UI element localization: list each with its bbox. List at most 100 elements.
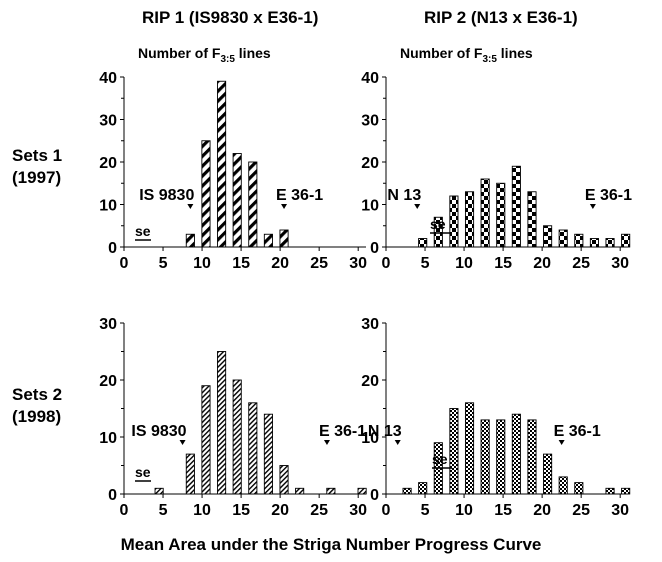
x-tick-label: 0	[120, 255, 129, 272]
parent-marker-triangle	[323, 440, 330, 445]
parent-label: IS 9830	[131, 423, 186, 440]
x-tick-label: 15	[494, 502, 512, 519]
y-tick-label: 10	[361, 198, 379, 215]
x-tick-label: 5	[159, 255, 168, 272]
x-tick-label: 30	[349, 502, 367, 519]
bar	[279, 229, 289, 248]
y-tick-label: 10	[99, 430, 117, 447]
row-title-sets2-line1: Sets 2	[12, 385, 63, 404]
bar	[558, 229, 568, 248]
parent-marker-triangle	[589, 204, 596, 209]
x-tick-label: 5	[421, 502, 430, 519]
se-label: se	[135, 223, 151, 239]
parent-marker-triangle	[281, 204, 288, 209]
y-tick-label: 20	[99, 155, 117, 172]
row-title-sets1-line1: Sets 1	[12, 146, 63, 165]
parent-label: N 13	[368, 423, 402, 440]
column-title-rip2: RIP 2 (N13 x E36-1)	[424, 8, 578, 27]
y-tick-label: 10	[99, 198, 117, 215]
bar	[464, 191, 475, 248]
x-tick-label: 0	[382, 255, 391, 272]
bar	[621, 487, 631, 495]
y-tick-label: 0	[370, 487, 379, 504]
bar	[433, 216, 443, 248]
parent-label: E 36-1	[319, 423, 366, 440]
se-label: se	[430, 216, 446, 232]
bar	[480, 178, 490, 248]
row-title-sets1: Sets 1 (1997)	[12, 145, 62, 189]
bar	[418, 482, 428, 495]
bar	[621, 233, 631, 248]
bar	[527, 419, 537, 495]
bar	[263, 413, 273, 495]
x-tick-label: 30	[611, 502, 629, 519]
y-tick-label: 30	[99, 316, 117, 333]
x-tick-label: 25	[310, 255, 328, 272]
bar	[154, 487, 164, 495]
x-tick-label: 0	[120, 502, 129, 519]
x-tick-label: 20	[533, 255, 551, 272]
bar	[464, 402, 475, 495]
y-tick-label: 30	[361, 113, 379, 130]
bar	[543, 453, 553, 495]
x-tick-label: 10	[193, 255, 211, 272]
bar	[511, 413, 521, 495]
row-title-sets2-line2: (1998)	[12, 407, 62, 426]
bar	[295, 487, 305, 495]
parent-label: IS 9830	[139, 187, 194, 204]
parent-marker-triangle	[187, 204, 194, 209]
bar	[480, 419, 490, 495]
bar	[402, 487, 412, 495]
x-tick-label: 30	[611, 255, 629, 272]
bar	[217, 80, 227, 248]
bar	[232, 379, 242, 495]
bar	[357, 487, 367, 495]
se-label: se	[135, 464, 151, 480]
bar	[232, 153, 242, 248]
x-tick-label: 10	[455, 255, 473, 272]
parent-marker-triangle	[394, 440, 401, 445]
bar	[185, 233, 195, 248]
bar	[496, 419, 506, 495]
y-tick-label: 0	[370, 240, 379, 257]
y-axis-label: Number of F3:5 lines	[400, 45, 533, 65]
y-tick-label: 30	[99, 113, 117, 130]
parent-marker-triangle	[414, 204, 421, 209]
x-tick-label: 10	[455, 502, 473, 519]
column-title-rip1: RIP 1 (IS9830 x E36-1)	[142, 8, 319, 27]
x-tick-label: 5	[159, 502, 168, 519]
x-tick-label: 5	[421, 255, 430, 272]
x-tick-label: 15	[232, 502, 250, 519]
parent-marker-triangle	[179, 440, 186, 445]
x-tick-label: 20	[271, 502, 289, 519]
y-tick-label: 40	[361, 70, 379, 87]
x-tick-label: 15	[494, 255, 512, 272]
parent-label: N 13	[387, 187, 421, 204]
x-tick-label: 0	[382, 502, 391, 519]
y-tick-label: 0	[108, 487, 117, 504]
bar	[543, 225, 553, 248]
se-label: se	[432, 451, 448, 467]
x-tick-label: 30	[349, 255, 367, 272]
bar	[418, 238, 428, 248]
x-tick-label: 25	[572, 255, 590, 272]
bar	[201, 140, 211, 248]
bar	[263, 233, 273, 248]
x-tick-label: 20	[533, 502, 551, 519]
x-tick-label: 25	[572, 502, 590, 519]
x-tick-label: 25	[310, 502, 328, 519]
row-title-sets1-line2: (1997)	[12, 168, 62, 187]
bar	[185, 453, 195, 495]
parent-label: E 36-1	[554, 423, 601, 440]
bar	[558, 476, 568, 495]
bar	[248, 161, 258, 248]
bar	[605, 238, 615, 248]
bar	[449, 408, 459, 495]
bar	[605, 487, 615, 495]
bar	[589, 238, 599, 248]
bar	[496, 182, 506, 248]
x-axis-label: Mean Area under the Striga Number Progre…	[120, 535, 542, 554]
